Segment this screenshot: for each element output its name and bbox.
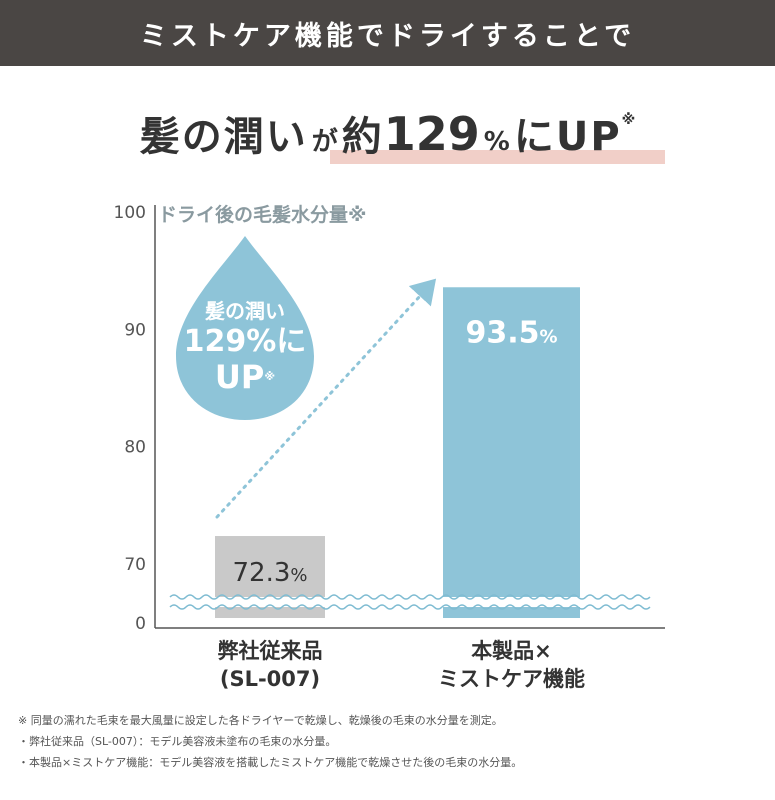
y-tick-label-70: 70 (124, 555, 146, 575)
drop-text: 髪の潤い 129%に UP※ (176, 295, 314, 400)
drop-note: ※ (264, 370, 276, 383)
headline-part3: 約 (341, 114, 384, 160)
headline: 髪の潤い が 約 129 % にUP ※ (0, 104, 775, 174)
y-tick-label-100: 100 (114, 203, 146, 223)
bar-value-label-1: 93.5% (465, 315, 557, 350)
trend-arrow (215, 278, 437, 519)
axis-break-wave-top (169, 594, 651, 600)
bar-value-label-0: 72.3% (233, 558, 308, 588)
headline-part1: 髪の潤い (139, 114, 308, 160)
axis-break-wave-bottom (169, 604, 651, 610)
category-label-1-1: ミストケア機能 (438, 667, 585, 691)
drop-line2: 129%に (183, 324, 307, 359)
bar-chart: ドライ後の毛髪水分量※ 100 90 80 70 0 72.3% 93.5% 弊社従来品 (SL… (114, 203, 665, 691)
headline-percent: % (483, 127, 510, 157)
drop-line1: 髪の潤い (205, 299, 285, 323)
y-tick-label-90: 90 (124, 320, 146, 340)
headline-underline (330, 150, 665, 164)
chart-title: ドライ後の毛髪水分量※ (158, 203, 366, 226)
drop-line3: UP (214, 358, 265, 396)
footnotes: ※ 同量の濡れた毛束を最大風量に設定した各ドライヤーで乾燥し、乾燥後の毛束の水分… (18, 710, 763, 773)
footnote-2: ・弊社従来品（SL-007）：モデル美容液未塗布の毛束の水分量。 (18, 735, 337, 748)
headline-part2: が (311, 127, 338, 157)
bar-1 (443, 287, 580, 618)
header-title: ミストケア機能でドライすることで (139, 20, 636, 52)
y-tick-label-80: 80 (124, 438, 146, 458)
footnote-3: ・本製品×ミストケア機能：モデル美容液を搭載したミストケア機能で乾燥させた後の毛… (18, 756, 523, 769)
footnote-1: ※ 同量の濡れた毛束を最大風量に設定した各ドライヤーで乾燥し、乾燥後の毛束の水分… (18, 714, 503, 727)
category-label-1-0: 本製品× (471, 639, 552, 663)
header-banner: ミストケア機能でドライすることで (0, 0, 775, 66)
headline-number: 129 (383, 107, 480, 161)
y-tick-label-0: 0 (135, 614, 146, 634)
headline-note: ※ (621, 112, 636, 128)
axis-break-band (170, 597, 642, 607)
category-label-0-0: 弊社従来品 (218, 639, 323, 663)
headline-part4: にUP (513, 114, 622, 160)
water-drop-shape (176, 236, 314, 420)
category-label-0-1: (SL-007) (220, 667, 320, 691)
